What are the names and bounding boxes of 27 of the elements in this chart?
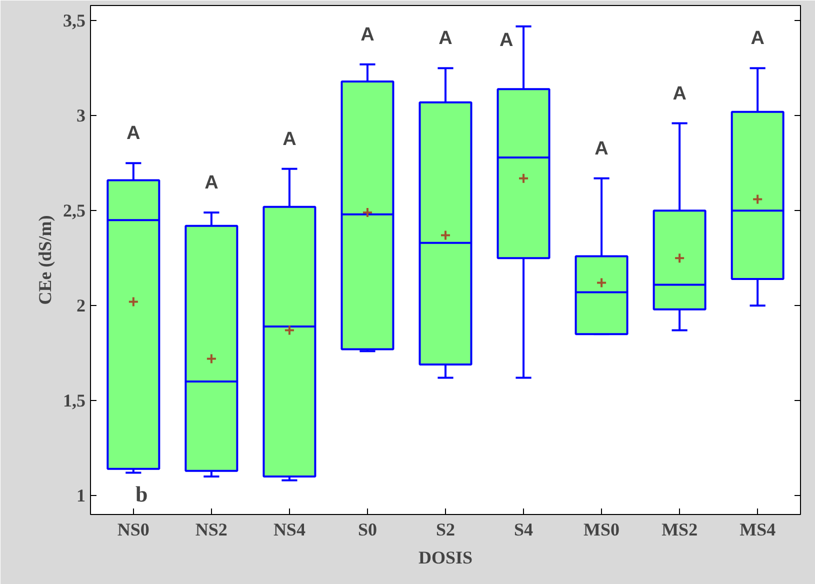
annotation: A — [282, 128, 297, 150]
y-tick-label: 1 — [76, 486, 86, 506]
y-tick-label: 3,5 — [63, 10, 86, 31]
annotation: A — [594, 138, 609, 160]
y-tick-label: 3 — [76, 106, 86, 126]
x-tick-label: S0 — [358, 520, 377, 540]
annotation: A — [672, 83, 687, 104]
annotation: A — [360, 24, 375, 46]
x-tick-label: NS2 — [195, 520, 228, 540]
y-tick-label: 1,5 — [63, 390, 86, 411]
x-tick-label: S2 — [436, 520, 456, 540]
x-tick-label: NS4 — [273, 520, 306, 540]
annotation: A — [750, 28, 765, 50]
annotation: A — [499, 30, 514, 52]
x-tick-label: MS2 — [662, 520, 698, 540]
x-tick-label: MS4 — [740, 520, 776, 540]
x-axis-title: DOSIS — [418, 548, 473, 568]
y-axis-title: CEe (dS/m) — [35, 215, 55, 305]
annotation: A — [438, 28, 453, 50]
annotation: A — [204, 172, 219, 194]
x-tick-label: S4 — [514, 520, 534, 540]
y-tick-label: 2 — [76, 296, 86, 316]
x-tick-label: MS0 — [584, 520, 620, 540]
x-tick-label: NS0 — [117, 520, 150, 540]
annotation: b — [136, 482, 148, 506]
annotation: A — [126, 123, 141, 144]
y-tick-label: 2,5 — [63, 200, 86, 221]
